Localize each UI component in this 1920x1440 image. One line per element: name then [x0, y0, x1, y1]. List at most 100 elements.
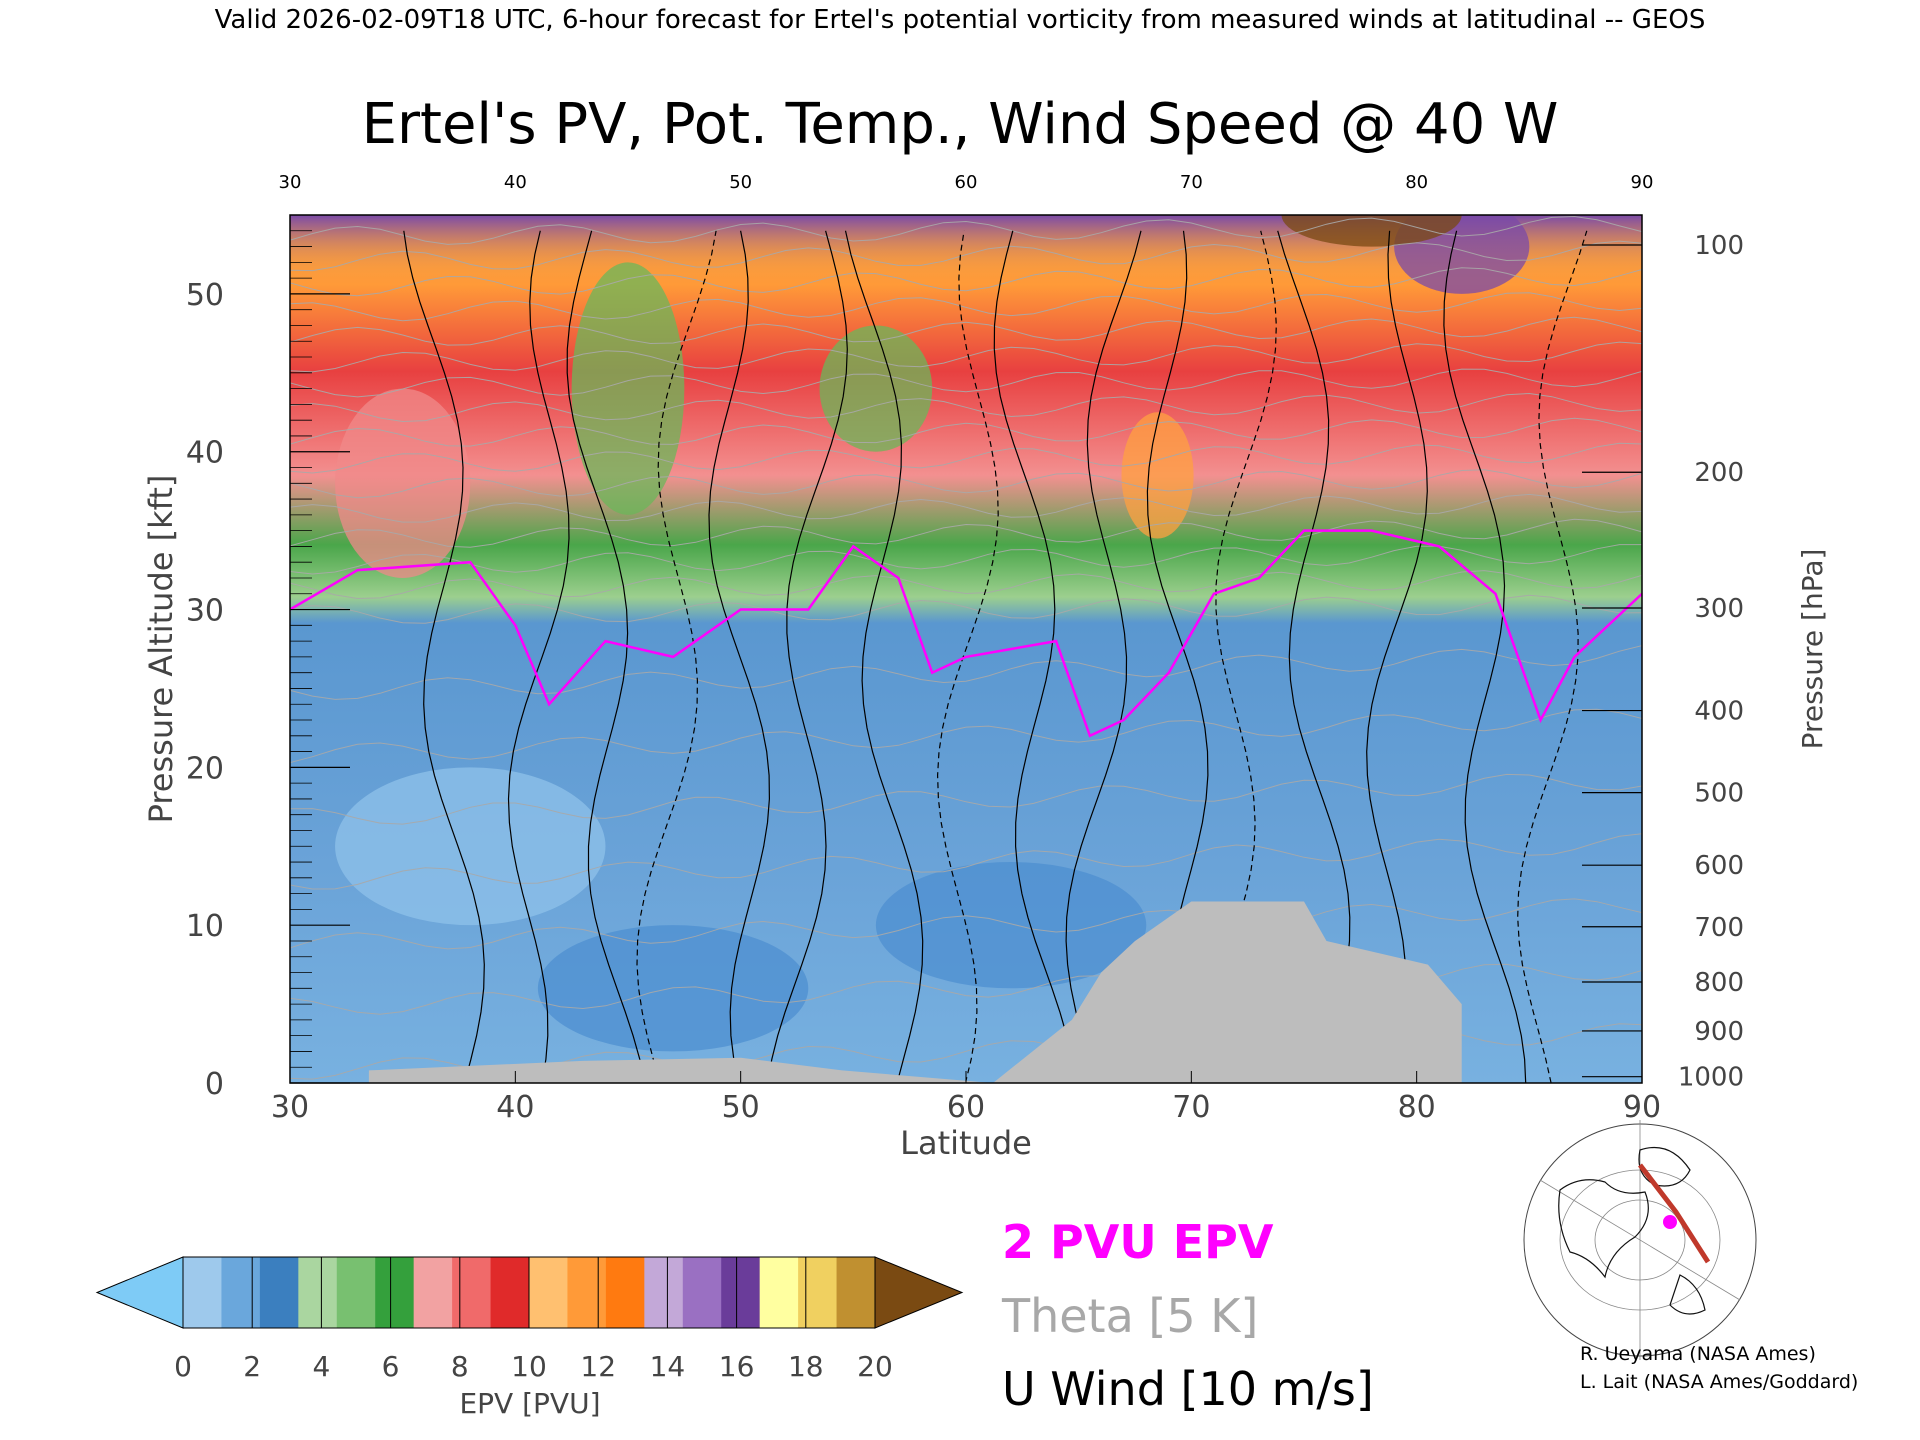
colorbar-swatch [759, 1257, 799, 1328]
y-tick-label: 40 [186, 436, 224, 471]
x-top-tick-label: 30 [279, 172, 302, 193]
colorbar-tick-label: 4 [312, 1350, 330, 1383]
legend-u-wind: U Wind [10 m/s] [1002, 1362, 1374, 1416]
pressure-tick-label: 400 [1694, 697, 1744, 727]
x-top-tick-label: 40 [504, 172, 527, 193]
u-wind-contour [1277, 230, 1351, 1083]
u-wind-contour [507, 230, 570, 1083]
legend-epv-contour: 2 PVU EPV [1002, 1215, 1274, 1269]
y-tick-label: 0 [205, 1067, 224, 1102]
pressure-tick-label: 200 [1694, 458, 1744, 488]
x-tick-label: 50 [722, 1090, 760, 1125]
epv-patch [537, 925, 809, 1052]
theta-contour [290, 493, 1642, 523]
pressure-tick-label: 600 [1694, 851, 1744, 881]
theta-contour [290, 316, 1642, 346]
colorbar-tick-label: 18 [788, 1350, 824, 1383]
x-top-tick-label: 50 [729, 172, 752, 193]
colorbar-tick-label: 14 [650, 1350, 686, 1383]
colorbar-swatch [682, 1257, 722, 1328]
legend-theta: Theta [5 K] [1001, 1289, 1258, 1343]
colorbar-swatch [836, 1257, 876, 1328]
theta-contour [290, 368, 1642, 398]
colorbar-swatch [605, 1257, 645, 1328]
x-top-tick-label: 60 [955, 172, 978, 193]
theta-contour [290, 341, 1642, 373]
pressure-tick-label: 500 [1694, 779, 1744, 809]
colorbar-tick-label: 8 [451, 1350, 469, 1383]
pressure-tick-label: 700 [1694, 913, 1744, 943]
epv-patch [819, 325, 933, 452]
u-wind-contour [1194, 230, 1277, 1083]
colorbar-swatch [567, 1257, 607, 1328]
colorbar-swatch [298, 1257, 338, 1328]
u-wind-contour [566, 230, 646, 1083]
x-tick-label: 70 [1172, 1090, 1210, 1125]
theta-contour [290, 708, 1642, 764]
pressure-tick-label: 1000 [1678, 1063, 1744, 1093]
theta-contour [290, 215, 1642, 245]
colorbar-tick-label: 6 [382, 1350, 400, 1383]
colorbar-swatch [413, 1257, 453, 1328]
theta-contour [290, 442, 1642, 474]
x-top-tick-label: 70 [1180, 172, 1203, 193]
epv-patch [1394, 215, 1530, 294]
epv-patch [335, 388, 471, 578]
u-wind-contour [1443, 230, 1527, 1083]
u-wind-contour [1517, 230, 1588, 1083]
colorbar-label: EPV [PVU] [459, 1387, 600, 1420]
colorbar-under-arrow [95, 1256, 184, 1329]
colorbar-swatch [183, 1257, 222, 1328]
theta-contour [290, 544, 1642, 575]
epv-patch [1121, 412, 1194, 539]
theta-contour [290, 267, 1642, 297]
colorbar-over-arrow [874, 1256, 964, 1329]
colorbar-swatch [490, 1257, 530, 1328]
epv-patch [335, 767, 606, 926]
x-tick-label: 60 [947, 1090, 985, 1125]
x-tick-label: 90 [1623, 1090, 1661, 1125]
colorbar: 0 2 4 6 8 10 12 14 16 18 20 [95, 1256, 964, 1383]
y-axis-label: Pressure Altitude [kft] [142, 475, 180, 824]
y-tick-label: 10 [186, 909, 224, 944]
x-tick-label: 80 [1398, 1090, 1436, 1125]
colorbar-tick-label: 0 [174, 1350, 192, 1383]
u-wind-contour [993, 230, 1076, 1083]
pressure-tick-label: 100 [1694, 231, 1744, 261]
theta-contour [290, 417, 1642, 447]
colorbar-tick-label: 2 [243, 1350, 261, 1383]
u-wind-contour [844, 230, 924, 1083]
plot-area [290, 215, 1642, 1083]
pressure-tick-label: 900 [1694, 1017, 1744, 1047]
pressure-tick-label: 800 [1694, 968, 1744, 998]
x-top-tick-label: 80 [1405, 172, 1428, 193]
x-tick-label: 40 [496, 1090, 534, 1125]
colorbar-swatch [798, 1257, 838, 1328]
colorbar-tick-label: 10 [511, 1350, 547, 1383]
epv-patch [571, 262, 685, 515]
colorbar-swatch [375, 1257, 415, 1328]
x-axis-label: Latitude [900, 1124, 1032, 1162]
y2-axis-label: Pressure [hPa] [1796, 549, 1829, 750]
credit-line-1: R. Ueyama (NASA Ames) [1580, 1343, 1816, 1365]
y-tick-label: 50 [186, 278, 224, 313]
theta-contour [290, 570, 1642, 600]
colorbar-swatch [221, 1257, 261, 1328]
colorbar-swatch [452, 1257, 492, 1328]
u-wind-contour [767, 230, 848, 1083]
y-tick-label: 30 [186, 594, 224, 629]
u-wind-contour [708, 230, 771, 1083]
u-wind-contour [1065, 230, 1142, 1083]
colorbar-swatch [336, 1257, 376, 1328]
epv-patch [875, 862, 1147, 989]
theta-contour [290, 240, 1642, 272]
theta-contour [290, 518, 1642, 548]
theta-contour [290, 645, 1642, 700]
epv-patch [1281, 215, 1462, 247]
figure-top-title: Valid 2026-02-09T18 UTC, 6-hour forecast… [215, 5, 1706, 35]
colorbar-tick-label: 12 [580, 1350, 616, 1383]
terrain-mask [368, 901, 1462, 1083]
y-tick-label: 20 [186, 751, 224, 786]
chart-title: Ertel's PV, Pot. Temp., Wind Speed @ 40 … [362, 92, 1559, 157]
